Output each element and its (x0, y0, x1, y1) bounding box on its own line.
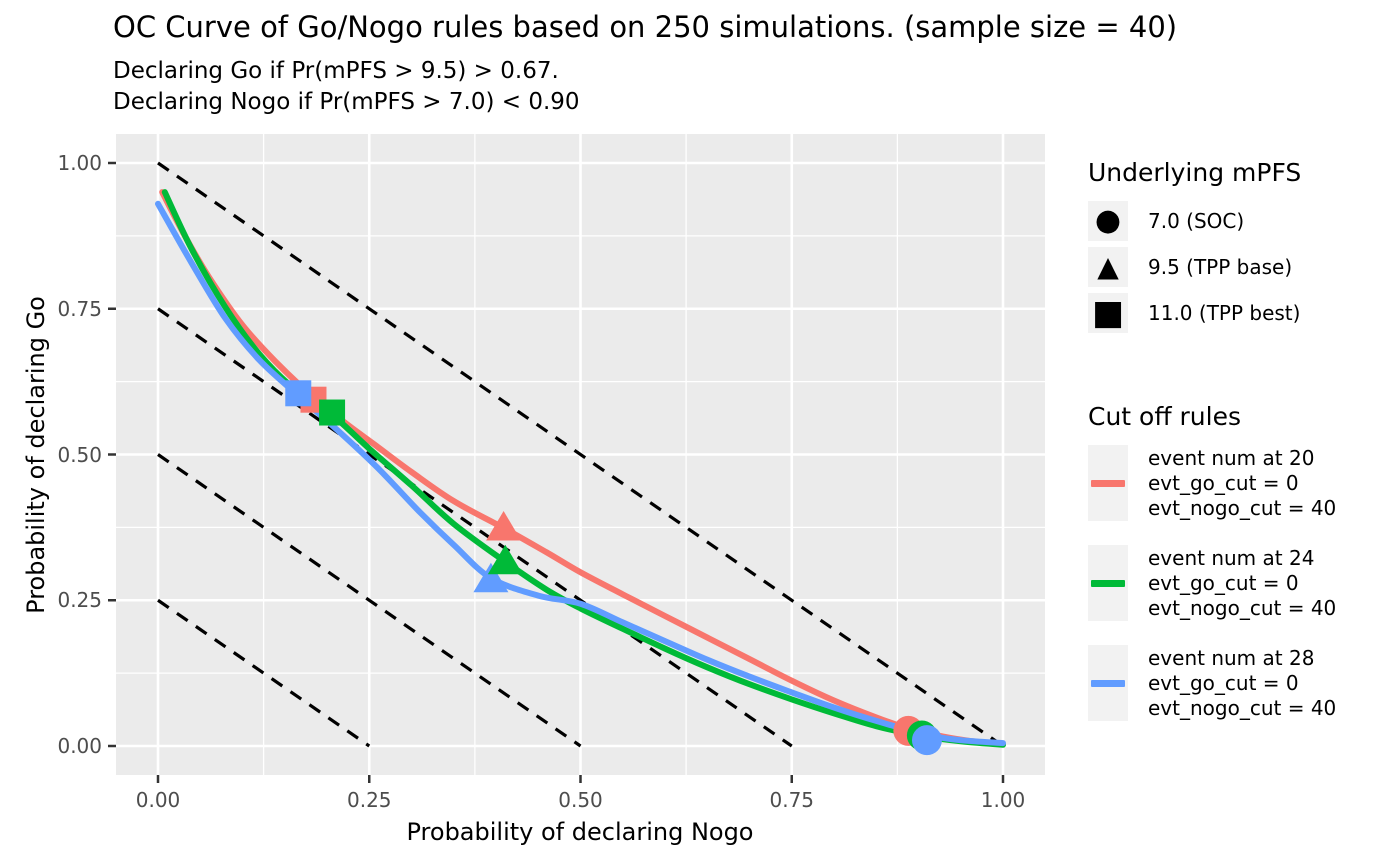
x-tick-label: 0.00 (135, 788, 181, 812)
y-tick-label: 0.75 (57, 296, 102, 321)
marker-square-evt28 (285, 380, 312, 407)
circle-marker-icon: ● (1094, 203, 1122, 238)
marker-triangle-evt28 (473, 562, 509, 593)
diagonal-dashed-line (157, 453, 582, 748)
page-title: OC Curve of Go/Nogo rules based on 250 s… (113, 10, 1178, 44)
shape-legend-label: 7.0 (SOC) (1148, 209, 1245, 233)
shape-legend-label: 9.5 (TPP base) (1148, 255, 1293, 279)
marker-triangle-evt20 (486, 511, 522, 541)
color-legend-label-line: event num at 24 (1148, 545, 1315, 570)
subtitle-go-rule: Declaring Go if Pr(mPFS > 9.5) > 0.67. (113, 58, 559, 84)
y-tick-label: 0.25 (57, 588, 102, 613)
diagonal-dashed-line (157, 598, 371, 748)
subtitle-nogo-rule: Declaring Nogo if Pr(mPFS > 7.0) < 0.90 (113, 89, 580, 115)
color-legend-label-line: evt_nogo_cut = 40 (1148, 595, 1337, 620)
line-sample-icon (1091, 479, 1125, 487)
x-tick-label: 0.75 (769, 788, 815, 812)
x-tick-label: 0.25 (346, 788, 392, 812)
legend-key: ■ (1088, 293, 1128, 333)
legend-key (1088, 445, 1128, 521)
x-tick-label: 0.50 (558, 788, 603, 812)
color-legend-label-line: evt_go_cut = 0 (1148, 670, 1299, 695)
legend-cut-off-rules: Cut off rules event num at 20 evt_go_cut … (1088, 402, 1336, 745)
color-legend-label-line: evt_go_cut = 0 (1148, 570, 1299, 595)
marker-square-evt24 (319, 399, 346, 426)
color-legend-label-line: evt_nogo_cut = 40 (1148, 495, 1337, 520)
legend-key (1088, 645, 1128, 721)
y-tick-label: 1.00 (57, 151, 102, 175)
color-legend-label-line: event num at 28 (1148, 645, 1315, 670)
oc-curve-evt28 (155, 200, 1006, 747)
color-legend-label: event num at 20 evt_go_cut = 0 evt_nogo_cu… (1148, 446, 1336, 521)
color-legend-label-line: event num at 20 (1148, 445, 1315, 470)
legend-key: ▲ (1088, 247, 1128, 287)
line-sample-icon (1091, 679, 1125, 687)
shape-legend-item: ▲ 9.5 (TPP base) (1088, 247, 1301, 287)
square-marker-icon: ■ (1091, 293, 1125, 333)
x-axis-title: Probability of declaring Nogo (406, 818, 754, 846)
shape-legend-label: 11.0 (TPP best) (1148, 301, 1301, 325)
color-legend-item: event num at 28 evt_go_cut = 0 evt_nogo_cu… (1088, 645, 1336, 721)
x-tick-label: 1.00 (980, 788, 1026, 812)
marker-triangle-evt24 (487, 544, 523, 575)
color-legend-label-line: evt_go_cut = 0 (1148, 470, 1299, 495)
y-tick-label: 0.50 (57, 442, 102, 467)
color-legend-title: Cut off rules (1088, 402, 1241, 431)
shape-legend-item: ■ 11.0 (TPP best) (1088, 293, 1301, 333)
color-legend-item: event num at 24 evt_go_cut = 0 evt_nogo_cu… (1088, 545, 1336, 621)
diagonal-dashed-line (157, 161, 1004, 748)
legend-key: ● (1088, 201, 1128, 241)
legend-key (1088, 545, 1128, 621)
y-tick-label: 0.00 (57, 734, 102, 758)
line-sample-icon (1091, 579, 1125, 587)
color-legend-label: event num at 24 evt_go_cut = 0 evt_nogo_cu… (1148, 546, 1336, 621)
oc-curve-evt20 (159, 189, 1006, 748)
color-legend-label: event num at 28 evt_go_cut = 0 evt_nogo_cu… (1148, 646, 1336, 721)
shape-legend-title: Underlying mPFS (1088, 158, 1302, 187)
color-legend-item: event num at 20 evt_go_cut = 0 evt_nogo_cu… (1088, 445, 1336, 521)
color-legend-label-line: evt_nogo_cut = 40 (1148, 695, 1337, 720)
legend-underlying-mpfs: Underlying mPFS ● 7.0 (SOC) ▲ 9.5 (TPP base… (1088, 158, 1301, 339)
triangle-marker-icon: ▲ (1097, 250, 1119, 283)
shape-legend-item: ● 7.0 (SOC) (1088, 201, 1301, 241)
marker-circle-evt28 (911, 725, 942, 756)
